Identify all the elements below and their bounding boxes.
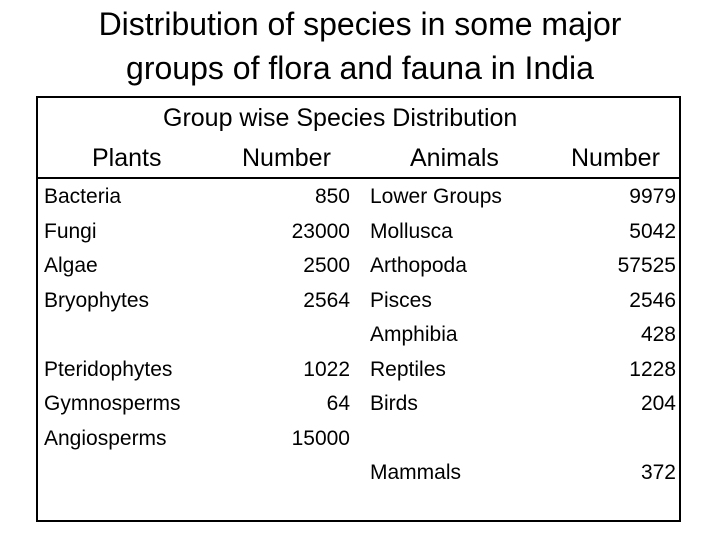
header-animals: Animals: [410, 144, 499, 172]
plant-number: 64: [326, 392, 350, 415]
header-plants-number: Number: [242, 144, 331, 172]
plant-number: 1022: [303, 358, 350, 381]
species-table: Group wise Species Distribution Plants N…: [36, 96, 681, 522]
plant-number: 2500: [303, 254, 350, 277]
plant-number: 23000: [291, 220, 350, 243]
plant-name: Gymnosperms: [44, 392, 181, 415]
animal-number: 1228: [629, 358, 676, 381]
plant-name: Fungi: [44, 220, 97, 243]
title-line-2: groups of flora and fauna in India: [126, 50, 594, 86]
animal-name: Birds: [370, 392, 418, 415]
animal-number: 2546: [629, 289, 676, 312]
plant-number: 850: [314, 185, 350, 208]
animal-number: 372: [640, 461, 676, 484]
plant-number: 15000: [291, 427, 350, 450]
animal-name: Amphibia: [370, 323, 458, 346]
header-divider: [38, 177, 679, 179]
animal-name: Lower Groups: [370, 185, 502, 208]
page-title: Distribution of species in some major gr…: [0, 2, 720, 90]
header-plants: Plants: [92, 144, 162, 172]
animal-name: Mammals: [370, 461, 462, 484]
plant-number: 2564: [303, 289, 350, 312]
animal-name: Pisces: [370, 289, 432, 312]
plant-name: Angiosperms: [44, 427, 167, 450]
plant-name: Algae: [44, 254, 98, 277]
plant-name: Bacteria: [44, 185, 122, 208]
table-caption: Group wise Species Distribution: [163, 104, 518, 132]
animal-name: Mollusca: [370, 220, 453, 243]
plant-name: Bryophytes: [44, 289, 150, 312]
header-animals-number: Number: [571, 144, 660, 172]
animal-number: 204: [640, 392, 676, 415]
animal-number: 9979: [629, 185, 676, 208]
animal-number: 57525: [617, 254, 676, 277]
plant-name: Pteridophytes: [44, 358, 173, 381]
animal-name: Arthopoda: [370, 254, 467, 277]
animal-number: 5042: [629, 220, 676, 243]
animal-name: Reptiles: [370, 358, 446, 381]
animal-number: 428: [640, 323, 676, 346]
title-line-1: Distribution of species in some major: [98, 6, 622, 42]
